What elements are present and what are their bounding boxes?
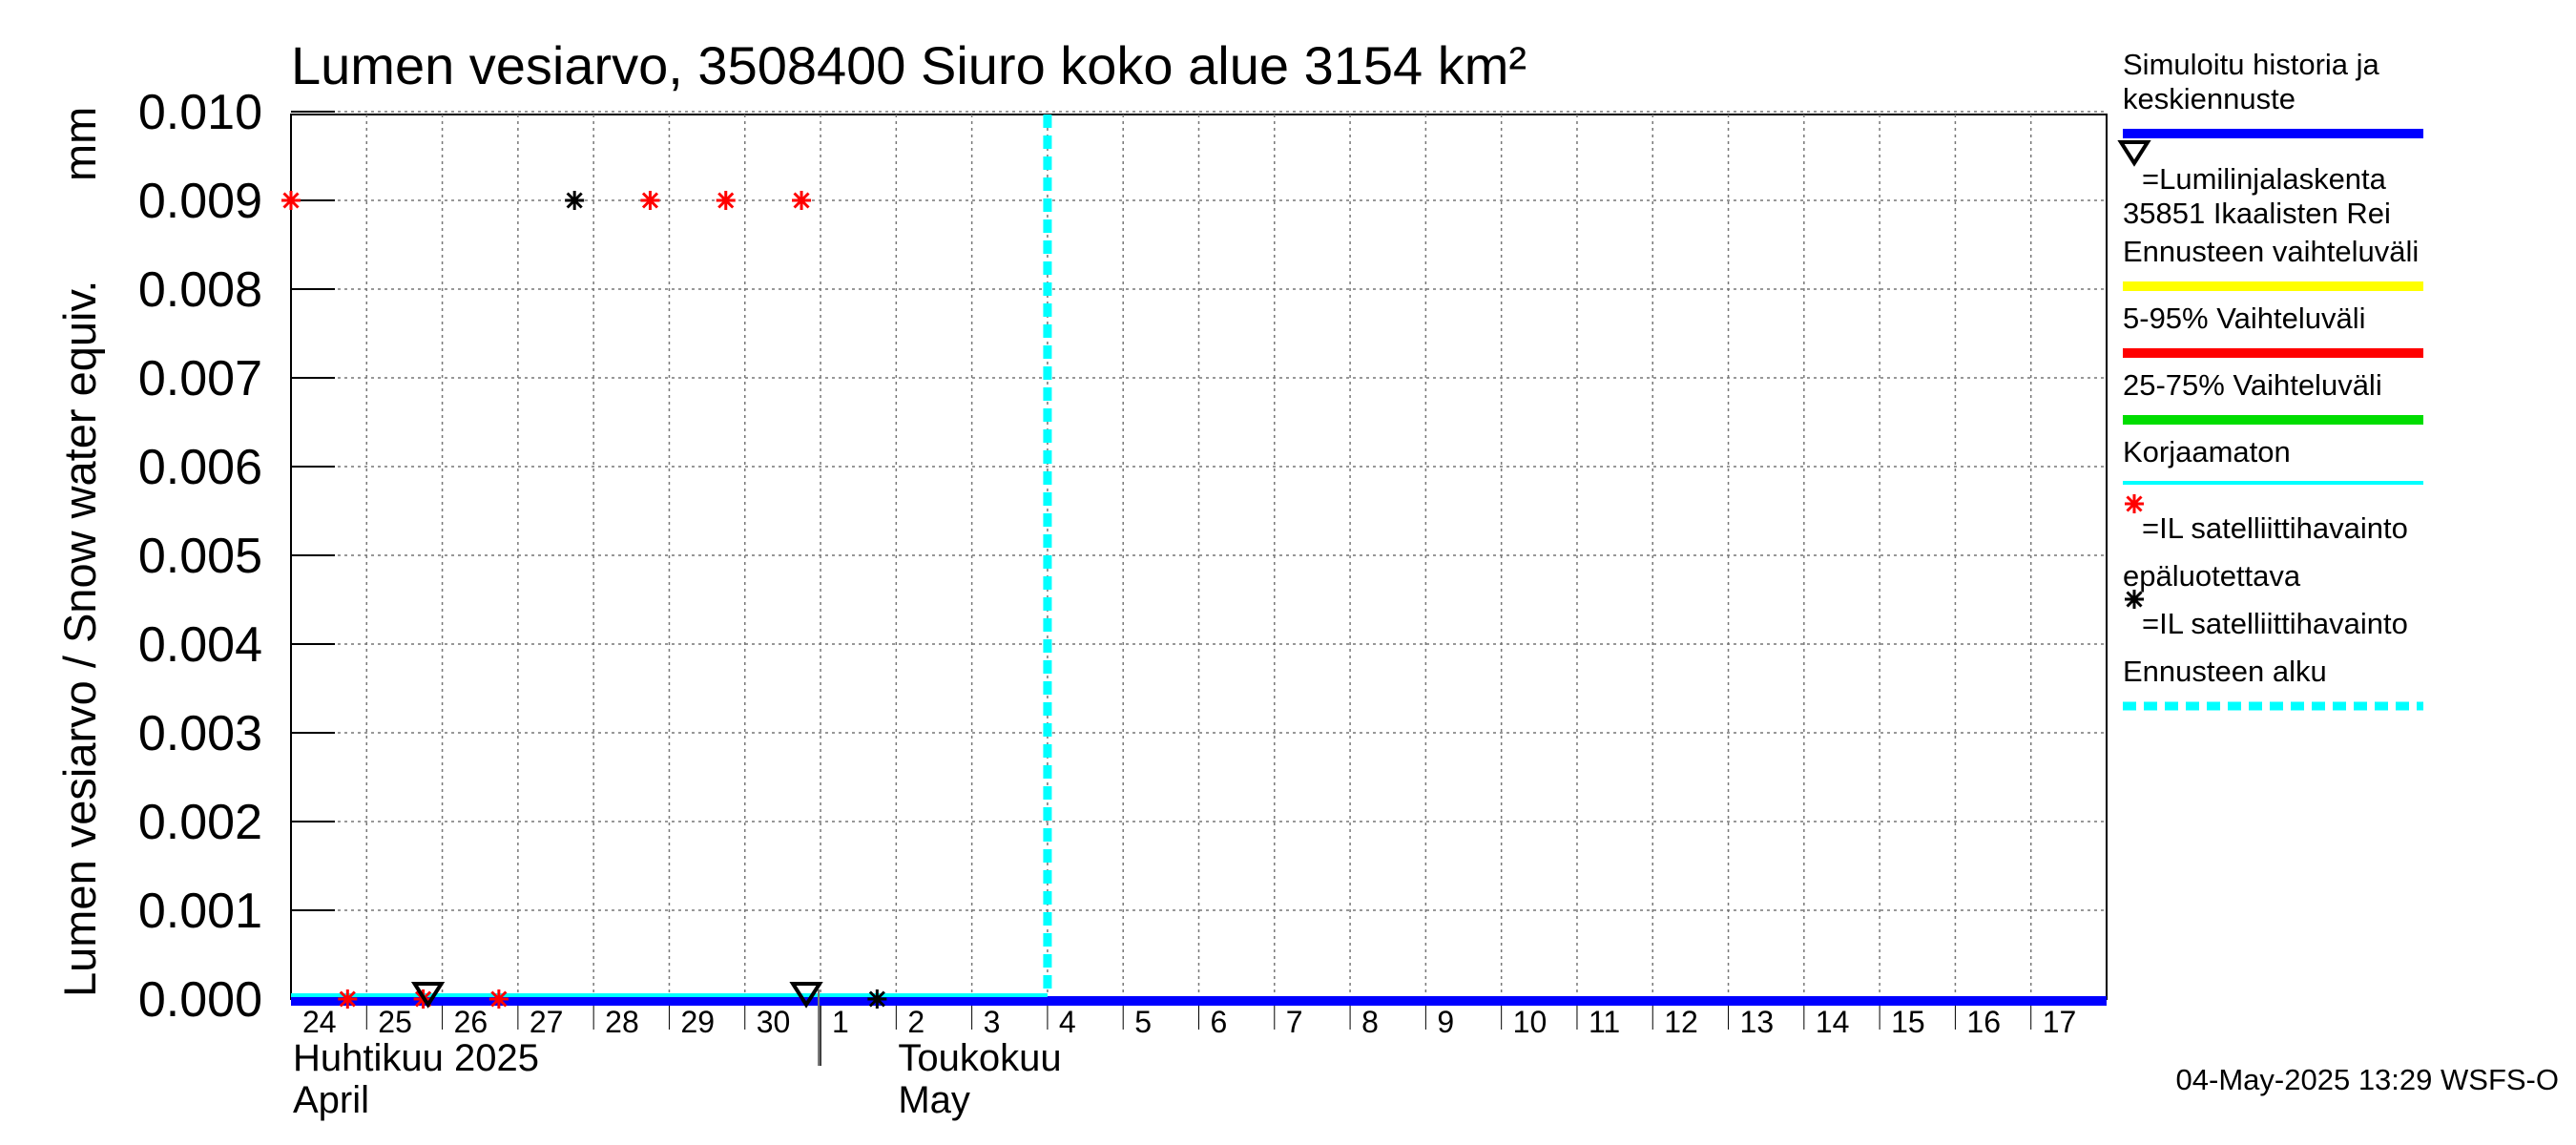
x-tick-label: 8 xyxy=(1361,1005,1379,1039)
legend: Simuloitu historia jakeskiennuste=Lumili… xyxy=(2117,48,2423,711)
month-label-en: April xyxy=(293,1079,369,1121)
legend-label: keskiennuste xyxy=(2123,82,2296,115)
y-tick-label: 0.003 xyxy=(138,706,262,761)
legend-item: epäluotettava =IL satelliittihavainto xyxy=(2123,559,2408,640)
legend-label: Ennusteen vaihteluväli xyxy=(2123,235,2419,268)
plot-area: 0.000 0.001 0.002 0.003 0.004 0.005 0.006 0.007… xyxy=(138,85,2108,1121)
x-tick-label: 17 xyxy=(2043,1005,2077,1039)
marker-stroke xyxy=(2126,495,2143,512)
marker-stroke xyxy=(868,990,885,1008)
marker-stroke xyxy=(641,192,659,209)
data-point xyxy=(565,191,585,210)
x-tick-label: 29 xyxy=(680,1005,715,1039)
chart-title: Lumen vesiarvo, 3508400 Siuro koko alue … xyxy=(291,35,1527,95)
x-tick-label: 7 xyxy=(1286,1005,1303,1039)
x-tick-label: 2 xyxy=(907,1005,924,1039)
month-label-fi: Huhtikuu 2025 xyxy=(293,1037,539,1079)
data-point xyxy=(716,191,736,210)
x-tick-label: 5 xyxy=(1134,1005,1152,1039)
x-tick-label: 16 xyxy=(1966,1005,2001,1039)
legend-label: 5-95% Vaihteluväli xyxy=(2123,302,2365,335)
y-tick-label: 0.006 xyxy=(138,440,262,495)
x-tick-label: 9 xyxy=(1437,1005,1454,1039)
legend-item: =IL satelliittihavainto xyxy=(2125,494,2408,545)
x-tick-label: 14 xyxy=(1816,1005,1850,1039)
marker-stroke xyxy=(793,192,810,209)
legend-item: 25-75% Vaihteluväli xyxy=(2123,368,2423,425)
legend-label: 35851 Ikaalisten Rei xyxy=(2123,197,2391,230)
legend-label: epäluotettava xyxy=(2123,559,2301,593)
y-tick-label: 0.007 xyxy=(138,351,262,406)
y-tick-label: 0.002 xyxy=(138,795,262,850)
marker-stroke xyxy=(717,192,735,209)
y-axis-label: Lumen vesiarvo / Snow water equiv. xyxy=(54,281,105,998)
data-point xyxy=(488,989,509,1009)
x-tick-label: 3 xyxy=(984,1005,1001,1039)
legend-item: 5-95% Vaihteluväli xyxy=(2123,302,2423,358)
timestamp-footer: 04-May-2025 13:29 WSFS-O xyxy=(2176,1063,2559,1096)
y-tick-label: 0.004 xyxy=(138,617,262,673)
x-tick-label: 25 xyxy=(378,1005,412,1039)
x-tick-label: 24 xyxy=(302,1005,337,1039)
snowline-point xyxy=(410,982,446,1009)
x-tick-label: 11 xyxy=(1589,1005,1620,1039)
x-tick-label: 6 xyxy=(1211,1005,1228,1039)
legend-item: Ennusteen vaihteluväli xyxy=(2123,235,2423,291)
x-tick-label: 1 xyxy=(832,1005,849,1039)
data-point xyxy=(640,191,660,210)
legend-label: =IL satelliittihavainto xyxy=(2142,511,2408,545)
legend-label: 25-75% Vaihteluväli xyxy=(2123,368,2382,402)
y-tick-label: 0.001 xyxy=(138,884,262,939)
x-tick-label: 13 xyxy=(1740,1005,1775,1039)
marker-stroke xyxy=(282,192,300,209)
x-tick-label: 10 xyxy=(1513,1005,1548,1039)
legend-label: Korjaamaton xyxy=(2123,435,2291,468)
legend-item: Korjaamaton xyxy=(2123,435,2423,485)
legend-star xyxy=(2125,590,2144,609)
y-tick-label: 0.005 xyxy=(138,529,262,584)
y-tick-label: 0.008 xyxy=(138,262,262,318)
x-tick-label: 15 xyxy=(1891,1005,1925,1039)
snowline-point xyxy=(789,982,823,1009)
legend-star xyxy=(2125,494,2144,513)
data-point xyxy=(338,989,358,1009)
marker-stroke xyxy=(566,192,583,209)
x-tick-label: 30 xyxy=(757,1005,791,1039)
x-tick-label: 27 xyxy=(530,1005,564,1039)
marker-stroke xyxy=(339,990,356,1008)
y-tick-label: 0.010 xyxy=(138,85,262,140)
marker-stroke xyxy=(490,990,508,1008)
legend-item: Ennusteen alku xyxy=(2123,655,2423,711)
legend-label: =Lumilinjalaskenta xyxy=(2142,162,2387,196)
x-tick-label: 28 xyxy=(605,1005,639,1039)
data-point xyxy=(792,191,812,210)
legend-label: Simuloitu historia ja xyxy=(2123,48,2380,81)
month-label-en: May xyxy=(898,1079,970,1121)
marker-stroke xyxy=(2126,591,2143,608)
x-tick-label: 12 xyxy=(1664,1005,1698,1039)
y-tick-label: 0.009 xyxy=(138,174,262,229)
y-tick-label: 0.000 xyxy=(138,972,262,1028)
y-axis-unit: mm xyxy=(54,107,105,181)
x-tick-label: 4 xyxy=(1059,1005,1076,1039)
data-point xyxy=(867,989,887,1009)
legend-triangle xyxy=(2117,140,2151,167)
data-point xyxy=(281,191,301,210)
legend-label: =IL satelliittihavainto xyxy=(2142,607,2408,640)
x-tick-label: 26 xyxy=(454,1005,488,1039)
legend-label: Ennusteen alku xyxy=(2123,655,2327,688)
month-label-fi: Toukokuu xyxy=(898,1037,1061,1079)
